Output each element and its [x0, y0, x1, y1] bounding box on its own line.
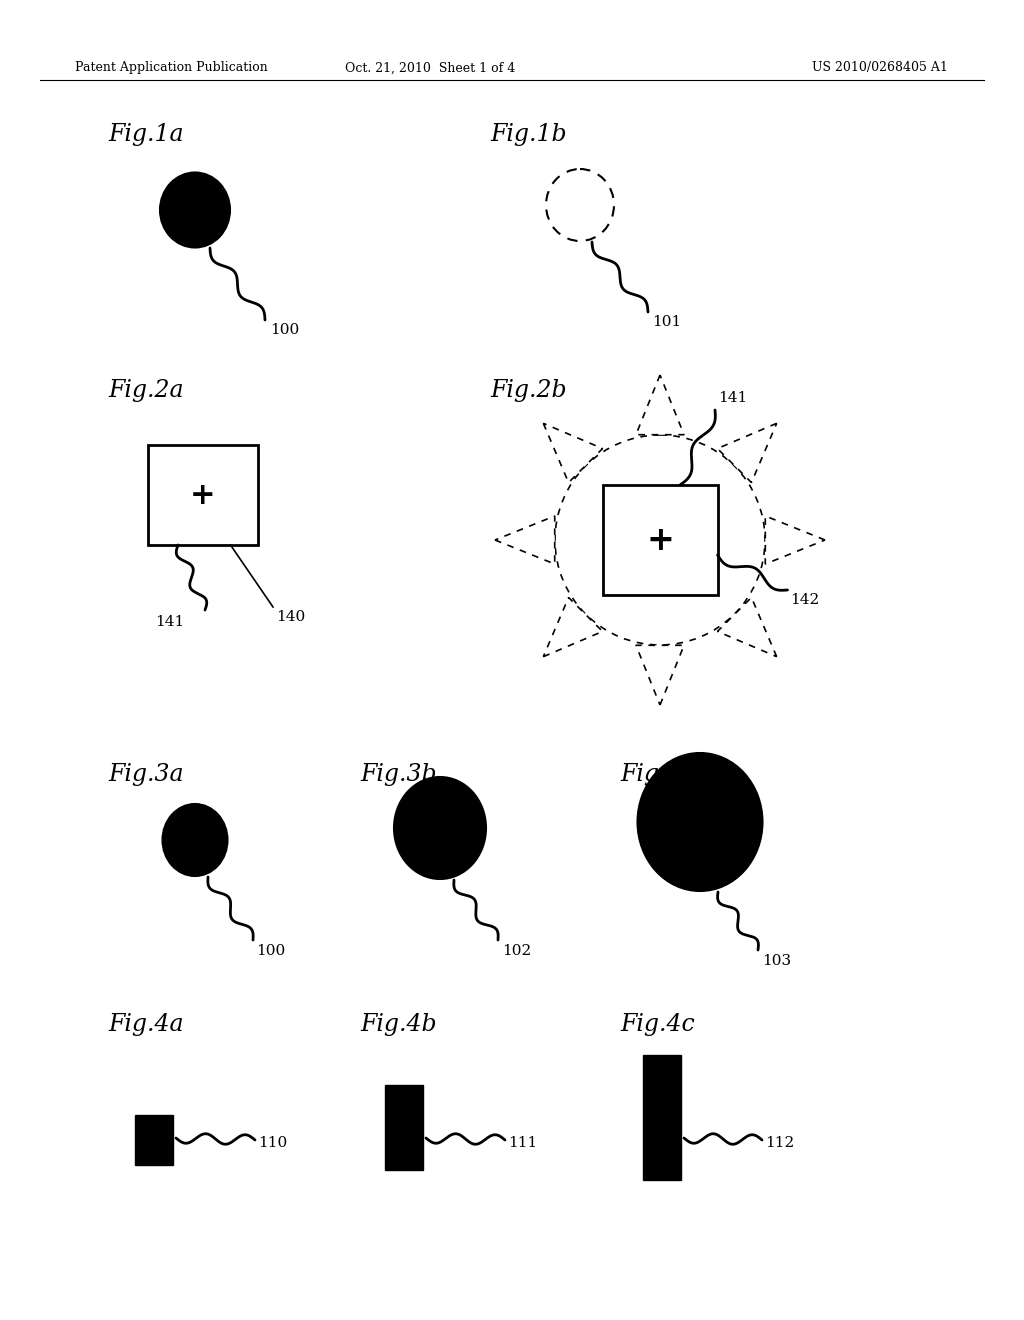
Text: 142: 142 [791, 593, 820, 607]
Text: 112: 112 [765, 1137, 795, 1150]
Ellipse shape [638, 752, 763, 891]
Text: Fig.2b: Fig.2b [490, 379, 566, 401]
Ellipse shape [394, 777, 486, 879]
Text: 111: 111 [508, 1137, 538, 1150]
Ellipse shape [163, 804, 227, 876]
Text: +: + [190, 480, 216, 510]
Polygon shape [718, 598, 776, 656]
Bar [385, 1085, 423, 1170]
Text: Fig.4c: Fig.4c [620, 1014, 694, 1036]
Polygon shape [544, 598, 602, 656]
Bar [602, 484, 718, 595]
Text: 110: 110 [258, 1137, 288, 1150]
Text: Fig.1a: Fig.1a [108, 124, 183, 147]
Ellipse shape [160, 173, 230, 248]
Text: 101: 101 [652, 315, 681, 329]
Bar [135, 1115, 173, 1166]
Text: +: + [646, 524, 674, 557]
Polygon shape [765, 516, 825, 564]
Text: Fig.2a: Fig.2a [108, 379, 183, 401]
Text: US 2010/0268405 A1: US 2010/0268405 A1 [812, 62, 948, 74]
Text: Oct. 21, 2010  Sheet 1 of 4: Oct. 21, 2010 Sheet 1 of 4 [345, 62, 515, 74]
Text: Fig.3b: Fig.3b [360, 763, 436, 787]
Text: 100: 100 [256, 944, 286, 958]
Polygon shape [636, 645, 684, 705]
Ellipse shape [546, 169, 614, 242]
Text: Fig.3a: Fig.3a [108, 763, 183, 787]
Text: Fig.4b: Fig.4b [360, 1014, 436, 1036]
Polygon shape [636, 375, 684, 434]
Polygon shape [718, 424, 776, 483]
Text: Fig.1b: Fig.1b [490, 124, 566, 147]
Bar [643, 1055, 681, 1180]
Text: Fig.3c: Fig.3c [620, 763, 694, 787]
Text: Patent Application Publication: Patent Application Publication [75, 62, 267, 74]
Text: 141: 141 [718, 391, 748, 405]
Bar [148, 445, 258, 545]
Text: 140: 140 [276, 610, 305, 624]
Polygon shape [544, 424, 602, 483]
Circle shape [555, 436, 765, 645]
Text: 103: 103 [762, 954, 792, 968]
Text: 100: 100 [270, 323, 299, 337]
Text: 102: 102 [502, 944, 531, 958]
Polygon shape [495, 516, 555, 564]
Text: Fig.4a: Fig.4a [108, 1014, 183, 1036]
Text: 141: 141 [155, 615, 184, 630]
